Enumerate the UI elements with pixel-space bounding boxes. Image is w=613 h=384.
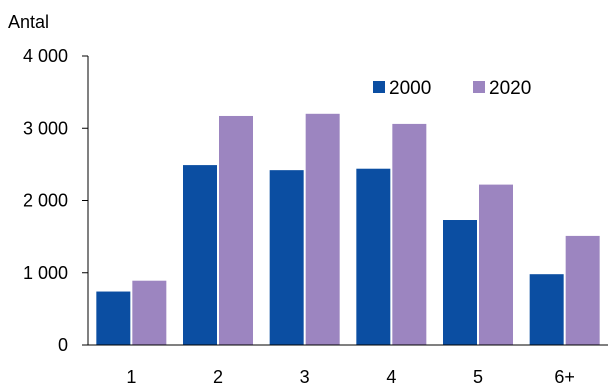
bar-2000-6+	[529, 274, 564, 345]
bar-2020-4	[392, 123, 427, 345]
y-tick-label: 1 000	[23, 263, 68, 283]
bar-2000-4	[356, 168, 391, 345]
bar-2020-3	[305, 113, 340, 345]
bar-2020-5	[479, 184, 513, 345]
x-tick-label: 4	[386, 367, 396, 384]
bar-2000-1	[96, 291, 131, 345]
y-tick-label: 4 000	[23, 46, 68, 66]
legend-swatch-2000	[373, 81, 385, 93]
bar-2000-5	[443, 220, 477, 345]
bar-2000-2	[183, 165, 217, 345]
x-tick-label: 5	[473, 367, 483, 384]
y-tick-label: 2 000	[23, 191, 68, 211]
x-tick-label: 2	[213, 367, 223, 384]
legend-swatch-2020	[473, 81, 485, 93]
x-tick-label: 6+	[554, 367, 575, 384]
axes	[87, 56, 608, 346]
y-axis-title: Antal	[8, 12, 49, 32]
x-tick-label: 1	[126, 367, 136, 384]
y-tick-label: 0	[58, 335, 68, 355]
bars	[96, 113, 600, 345]
legend-label-2000: 2000	[389, 78, 431, 99]
legend-label-2020: 2020	[489, 78, 531, 99]
bar-2020-6+	[565, 235, 600, 345]
legend: 2000 2020	[373, 78, 531, 99]
y-tick-label: 3 000	[23, 118, 68, 138]
y-axis-ticks: 0 1 000 2 000 3 000 4 000	[23, 46, 88, 355]
bar-2020-1	[132, 280, 167, 345]
x-axis-labels: 1 2 3 4 5 6+	[126, 367, 575, 384]
bar-2020-2	[219, 115, 253, 345]
x-tick-label: 3	[300, 367, 310, 384]
bar-2000-3	[269, 170, 304, 345]
